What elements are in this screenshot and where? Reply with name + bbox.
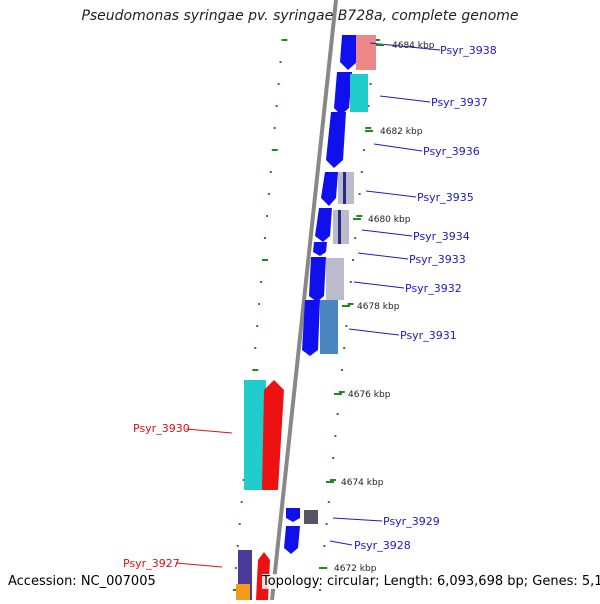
gene-feature[interactable] bbox=[356, 35, 376, 70]
gene-label-psyr-3936[interactable]: Psyr_3936 bbox=[423, 145, 480, 158]
gene-feature[interactable] bbox=[326, 258, 344, 300]
gene-feature[interactable] bbox=[313, 242, 327, 256]
gene-labels: Psyr_3938 Psyr_3937 Psyr_3936 Psyr_3935 … bbox=[123, 44, 497, 570]
gene-feature[interactable] bbox=[284, 526, 300, 554]
gene-label-psyr-3934[interactable]: Psyr_3934 bbox=[413, 230, 470, 243]
gene-feature[interactable] bbox=[338, 210, 341, 244]
gene-label-psyr-3937[interactable]: Psyr_3937 bbox=[431, 96, 488, 109]
gene-label-psyr-3927[interactable]: Psyr_3927 bbox=[123, 557, 180, 570]
scale-label: 4678 kbp bbox=[357, 302, 400, 312]
gene-feature[interactable] bbox=[309, 257, 326, 302]
scale-label: 4672 kbp bbox=[334, 564, 377, 574]
gene-feature[interactable] bbox=[302, 300, 320, 356]
gene-features bbox=[236, 35, 376, 600]
gene-feature[interactable] bbox=[340, 35, 358, 70]
genome-summary-text: Topology: circular; Length: 6,093,698 bp… bbox=[262, 574, 600, 589]
gene-feature[interactable] bbox=[334, 72, 352, 115]
scale-labels: 4684 kbp 4682 kbp 4680 kbp 4678 kbp 4676… bbox=[334, 41, 435, 574]
gene-feature[interactable] bbox=[320, 300, 338, 354]
map-title: Pseudomonas syringae pv. syringae B728a,… bbox=[81, 8, 519, 24]
gene-label-psyr-3931[interactable]: Psyr_3931 bbox=[400, 329, 457, 342]
scale-label: 4682 kbp bbox=[380, 127, 423, 137]
scale-label: 4680 kbp bbox=[368, 215, 411, 225]
label-leader-lines bbox=[175, 42, 441, 568]
gene-feature[interactable] bbox=[350, 74, 368, 112]
gene-feature[interactable] bbox=[236, 584, 250, 600]
gene-feature[interactable] bbox=[315, 208, 332, 242]
scale-label: 4676 kbp bbox=[348, 390, 391, 400]
genome-backbone bbox=[270, 0, 338, 601]
gene-label-psyr-3928[interactable]: Psyr_3928 bbox=[354, 539, 411, 552]
gene-label-psyr-3930[interactable]: Psyr_3930 bbox=[133, 422, 190, 435]
gene-feature[interactable] bbox=[286, 508, 300, 522]
gene-feature[interactable] bbox=[304, 510, 318, 524]
gene-feature[interactable] bbox=[343, 172, 346, 204]
gene-feature[interactable] bbox=[326, 112, 346, 168]
scale-label: 4674 kbp bbox=[341, 478, 384, 488]
gene-label-psyr-3932[interactable]: Psyr_3932 bbox=[405, 282, 462, 295]
scale-tick-marks bbox=[319, 44, 384, 569]
gene-label-psyr-3938[interactable]: Psyr_3938 bbox=[440, 44, 497, 57]
scale-label: 4684 kbp bbox=[392, 41, 435, 51]
gene-label-psyr-3935[interactable]: Psyr_3935 bbox=[417, 191, 474, 204]
gene-label-psyr-3929[interactable]: Psyr_3929 bbox=[383, 515, 440, 528]
gene-label-psyr-3933[interactable]: Psyr_3933 bbox=[409, 253, 466, 266]
accession-text: Accession: NC_007005 bbox=[8, 574, 156, 589]
gene-feature[interactable] bbox=[321, 172, 338, 206]
gene-feature[interactable] bbox=[262, 380, 284, 490]
gene-feature[interactable] bbox=[244, 380, 266, 490]
